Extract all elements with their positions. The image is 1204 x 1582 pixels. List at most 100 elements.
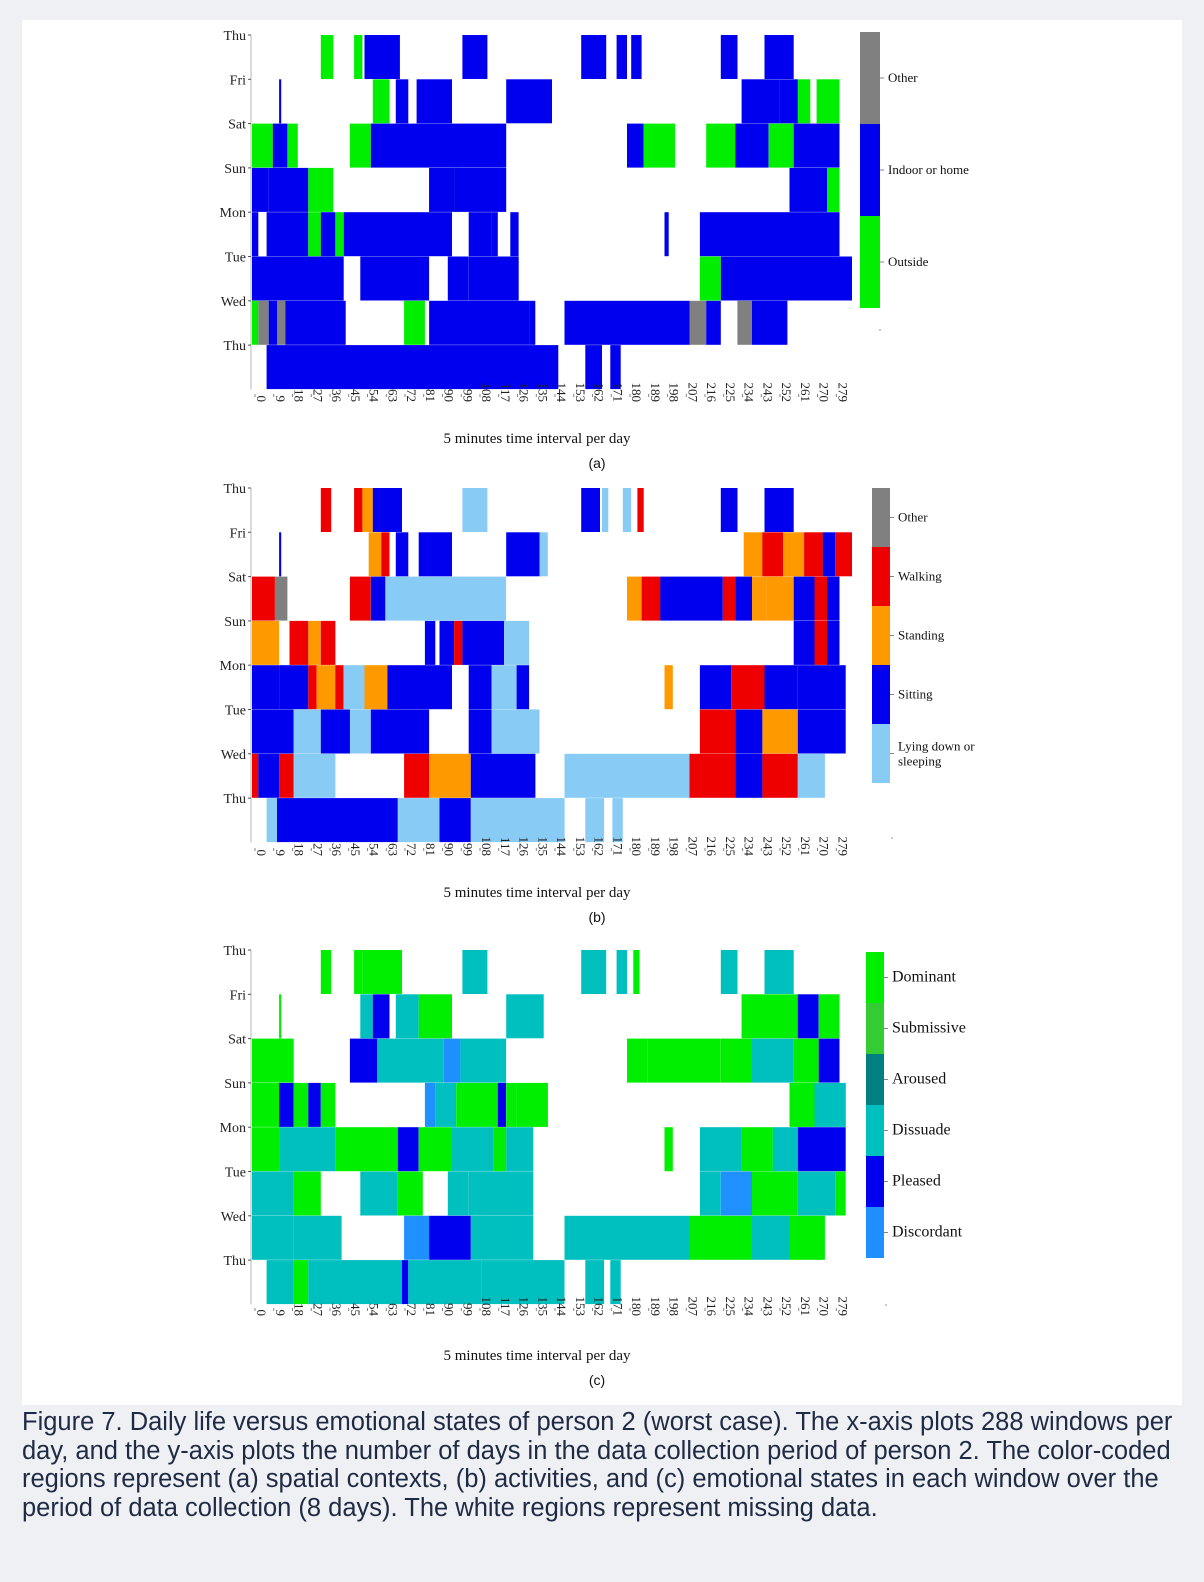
heatmap-cell	[764, 488, 794, 532]
x-tick-label: 162	[592, 837, 607, 857]
heatmap-cell	[293, 1171, 321, 1216]
heatmap-cell	[395, 532, 409, 577]
y-tick-label: Thu	[223, 482, 246, 497]
legend-swatch	[872, 547, 890, 606]
x-tick-label: 144	[554, 1297, 569, 1317]
heatmap-cell	[252, 576, 275, 621]
heatmap-cell	[308, 212, 321, 257]
heatmap-cell	[429, 1215, 471, 1260]
x-tick-label: 243	[760, 837, 775, 857]
heatmap-cell	[797, 753, 825, 798]
heatmap-cell	[252, 167, 269, 212]
legend-swatch	[866, 1156, 884, 1207]
heatmap-cell	[772, 1127, 798, 1172]
x-tick-label: 153	[573, 1297, 588, 1317]
x-tick-label: 135	[535, 837, 550, 857]
x-tick-label: 261	[798, 1297, 813, 1317]
heatmap-cell	[581, 950, 607, 994]
heatmap-cell	[789, 167, 827, 212]
heatmap-cell	[529, 300, 536, 345]
legend-swatch	[872, 488, 890, 547]
x-tick-label: 27	[310, 1303, 325, 1317]
heatmap-cell	[462, 950, 488, 994]
heatmap-cell	[349, 709, 371, 754]
heatmap-cell	[429, 167, 455, 212]
y-tick-label: Tue	[225, 1166, 246, 1181]
heatmap-cell	[397, 798, 440, 843]
heatmap-cell	[818, 1038, 840, 1083]
x-tick-label: 117	[498, 1297, 513, 1317]
heatmap-cell	[439, 798, 471, 843]
legend-swatch	[866, 952, 884, 1003]
heatmap-cell	[443, 1038, 461, 1083]
legend-swatch	[866, 1054, 884, 1105]
legend-label: Aroused	[892, 1071, 946, 1088]
heatmap-cell	[252, 1215, 294, 1260]
heatmap-cell	[720, 950, 738, 994]
x-tick-label: 27	[310, 843, 325, 857]
heatmap-cell	[266, 798, 277, 843]
heatmap-cell	[752, 1215, 790, 1260]
heatmap-cell	[470, 798, 565, 843]
heatmap-cell	[266, 345, 559, 390]
x-tick-label: 63	[385, 389, 400, 402]
y-tick-label: Mon	[220, 1121, 246, 1136]
heatmap-cell	[706, 123, 736, 168]
heatmap-cell	[699, 665, 732, 710]
x-tick-label: 225	[723, 837, 738, 857]
x-tick-label: 234	[742, 1297, 757, 1317]
x-tick-label: 36	[329, 1303, 344, 1317]
heatmap-cell	[660, 576, 702, 621]
x-tick-label: 252	[779, 383, 794, 403]
heatmap-cell	[506, 79, 552, 124]
heatmap-cell	[720, 1038, 753, 1083]
heatmap-cell	[510, 212, 519, 257]
heatmap-cell	[285, 300, 346, 345]
heatmap-cell	[316, 665, 336, 710]
heatmap-cell	[279, 532, 282, 577]
heatmap-cell	[397, 1171, 423, 1216]
heatmap-cell	[493, 1127, 507, 1172]
heatmap-cell	[252, 1038, 294, 1083]
heatmap-cell	[320, 1082, 336, 1127]
heatmap-cell	[720, 488, 738, 532]
heatmap-cell	[797, 1127, 846, 1172]
x-tick-label: 207	[685, 1297, 700, 1317]
heatmap-cell	[822, 532, 836, 577]
x-tick-label: 252	[779, 1297, 794, 1317]
x-tick-label: 216	[704, 837, 719, 857]
heatmap-cell	[779, 79, 798, 124]
heatmap-cell	[258, 753, 280, 798]
heatmap-cell	[699, 1127, 742, 1172]
heatmap-cell	[387, 665, 452, 710]
heatmap-cell	[462, 488, 488, 532]
x-tick-label: 189	[648, 837, 663, 857]
y-tick-label: Mon	[220, 206, 246, 221]
legend-label: Sitting	[898, 687, 933, 702]
heatmap-cell	[699, 256, 721, 301]
heatmap-cell	[720, 35, 738, 79]
x-tick-label: 81	[423, 389, 438, 402]
x-tick-label: 135	[535, 383, 550, 403]
heatmap-cell	[468, 212, 492, 257]
heatmap-cell	[308, 1260, 403, 1305]
heatmap-cell	[752, 1038, 794, 1083]
heatmap-cell	[360, 994, 373, 1039]
heatmap-cell	[468, 665, 492, 710]
x-tick-label: 270	[817, 383, 832, 403]
heatmap-cell	[454, 167, 507, 212]
heatmap-cell	[404, 300, 425, 345]
x-tick-label: 225	[723, 383, 738, 403]
heatmap-cell	[462, 35, 488, 79]
heatmap-cell	[664, 212, 669, 257]
heatmap-cell	[456, 1082, 498, 1127]
heatmap-cell	[293, 1082, 309, 1127]
heatmap-cell	[506, 1082, 517, 1127]
x-tick-label: 117	[498, 837, 513, 857]
heatmap-cell	[468, 709, 492, 754]
x-tick-label: 90	[442, 1303, 457, 1316]
heatmap-cell	[252, 1082, 280, 1127]
heatmap-cell	[377, 1038, 444, 1083]
x-tick-label: 171	[610, 383, 625, 403]
legend-label: Other	[888, 70, 918, 85]
